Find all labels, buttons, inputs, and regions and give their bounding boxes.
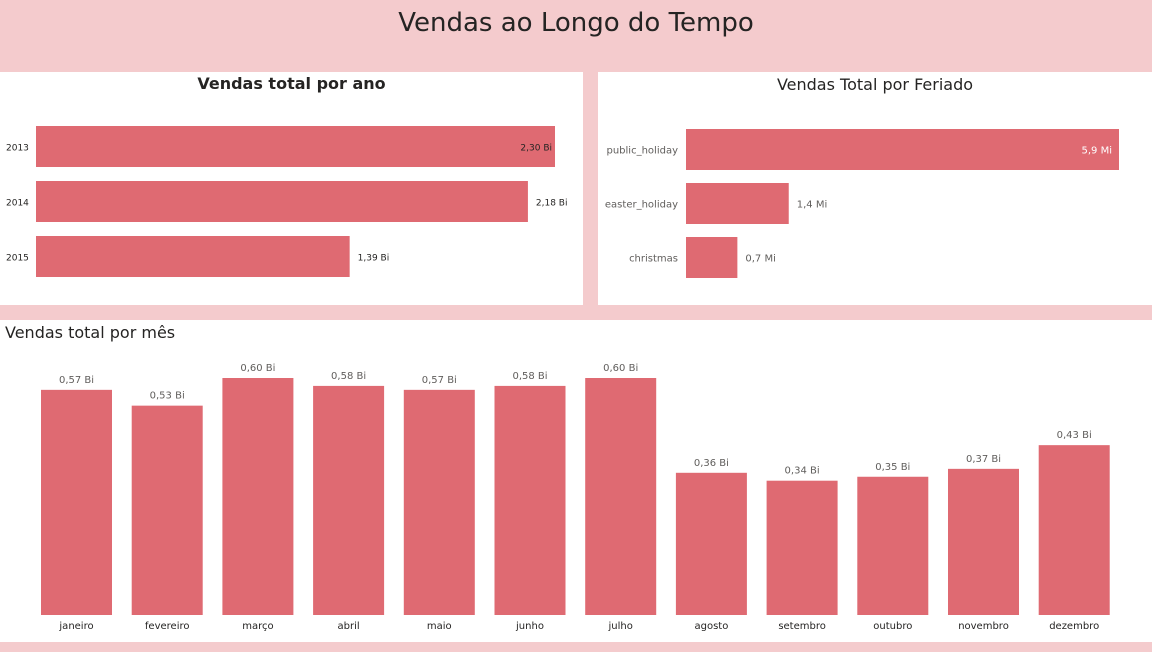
bar[interactable] <box>585 378 657 615</box>
y-tick-label: 2015 <box>6 254 29 264</box>
bar[interactable] <box>1038 445 1110 615</box>
page-title: Vendas ao Longo do Tempo <box>398 8 754 38</box>
holiday-bar-chart: public_holiday 5,9 Mi easter_holiday 1,4 Mi… <box>605 129 1119 278</box>
chart-panel-month[interactable]: Vendas total por mês 0,57 Bi janeiro 0,53 … <box>0 320 1152 642</box>
chart-title-month: Vendas total por mês <box>5 323 176 342</box>
x-tick-label: julho <box>608 621 633 632</box>
bar[interactable] <box>36 236 350 277</box>
bar[interactable] <box>313 385 385 615</box>
data-label: 0,34 Bi <box>785 466 820 477</box>
bar[interactable] <box>222 378 294 615</box>
x-tick-label: junho <box>515 621 544 632</box>
bar[interactable] <box>675 472 747 615</box>
bar[interactable] <box>766 480 838 615</box>
bar[interactable] <box>686 237 738 278</box>
x-tick-label: outubro <box>873 621 912 632</box>
data-label: 1,39 Bi <box>358 254 390 264</box>
data-label: 0,57 Bi <box>59 375 94 386</box>
chart-title-holiday: Vendas Total por Feriado <box>776 75 974 94</box>
bar[interactable] <box>36 181 528 222</box>
bar[interactable] <box>686 183 789 224</box>
y-tick-label: 2013 <box>6 144 29 154</box>
bar[interactable] <box>131 405 203 615</box>
bar[interactable] <box>494 385 566 615</box>
data-label: 0,37 Bi <box>966 454 1001 465</box>
bar[interactable] <box>41 389 112 615</box>
data-label: 2,30 Bi <box>520 144 552 154</box>
x-tick-label: janeiro <box>58 621 93 632</box>
x-tick-label: dezembro <box>1049 621 1099 632</box>
bar[interactable] <box>403 389 475 615</box>
data-label: 0,36 Bi <box>694 458 729 469</box>
bar[interactable] <box>36 126 555 167</box>
y-tick-label: christmas <box>629 254 678 265</box>
x-tick-label: fevereiro <box>145 621 190 632</box>
chart-panel-year[interactable]: Vendas total por ano 2013 2,30 Bi 2014 2,18… <box>0 72 583 305</box>
x-tick-label: abril <box>338 621 360 632</box>
data-label: 2,18 Bi <box>536 199 568 209</box>
y-tick-label: public_holiday <box>607 146 679 157</box>
data-label: 0,58 Bi <box>512 371 547 382</box>
x-tick-label: setembro <box>778 621 826 632</box>
data-label: 1,4 Mi <box>797 200 828 211</box>
x-tick-label: agosto <box>694 621 728 632</box>
bar[interactable] <box>857 476 929 615</box>
data-label: 5,9 Mi <box>1082 146 1113 157</box>
x-tick-label: março <box>242 621 273 632</box>
data-label: 0,58 Bi <box>331 371 366 382</box>
data-label: 0,60 Bi <box>603 363 638 374</box>
data-label: 0,43 Bi <box>1057 430 1092 441</box>
data-label: 0,57 Bi <box>422 375 457 386</box>
x-tick-label: maio <box>427 621 452 632</box>
y-tick-label: easter_holiday <box>605 200 678 211</box>
x-tick-label: novembro <box>958 621 1009 632</box>
year-bar-chart: 2013 2,30 Bi 2014 2,18 Bi 2015 1,39 Bi <box>6 126 568 277</box>
bar[interactable] <box>948 468 1019 615</box>
data-label: 0,53 Bi <box>150 391 185 402</box>
y-tick-label: 2014 <box>6 199 29 209</box>
chart-panel-holiday[interactable]: Vendas Total por Feriado public_holiday 5… <box>598 72 1152 305</box>
bar[interactable] <box>686 129 1119 170</box>
data-label: 0,7 Mi <box>745 254 776 265</box>
chart-title-year: Vendas total por ano <box>197 74 386 93</box>
month-bar-chart: 0,57 Bi janeiro 0,53 Bi fevereiro 0,60 Bi mar… <box>41 363 1110 632</box>
data-label: 0,35 Bi <box>875 462 910 473</box>
data-label: 0,60 Bi <box>240 363 275 374</box>
